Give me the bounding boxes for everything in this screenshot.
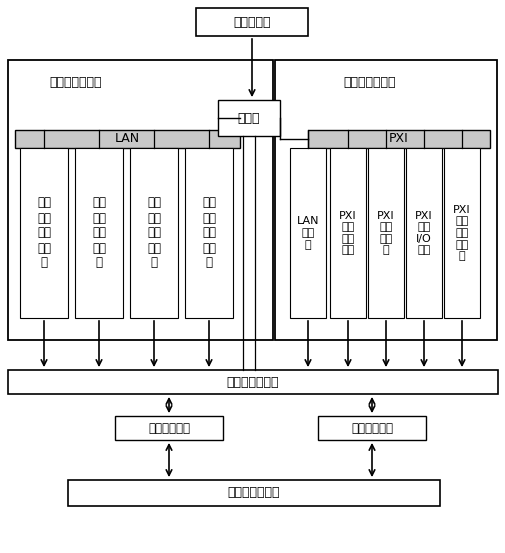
Text: LAN
示波
器: LAN 示波 器 [296,216,319,249]
Text: 故障注入接口: 故障注入接口 [147,421,189,435]
Bar [8,370,497,394]
Text: PXI
继电
器开
关模
块: PXI 继电 器开 关模 块 [452,205,470,261]
Bar [329,148,365,318]
Text: PXI
数字
多用
表: PXI 数字 多用 表 [376,211,394,255]
Text: 通用接口适配器: 通用接口适配器 [226,375,279,389]
Bar [405,148,441,318]
Bar [274,60,496,340]
Text: LAN: LAN [115,133,140,145]
Bar [15,130,239,148]
Bar [367,148,403,318]
Bar [218,100,279,136]
Bar [195,8,308,36]
Text: 并行
总线
故障
注入
器: 并行 总线 故障 注入 器 [201,196,216,269]
Bar [20,148,68,318]
Text: 状态监控分系统: 状态监控分系统 [343,76,395,88]
Text: PXI
数字
I/O
模块: PXI 数字 I/O 模块 [415,211,432,255]
Text: 故障注入分系统: 故障注入分系统 [49,76,102,88]
Text: 模拟
信号
故障
注入
器: 模拟 信号 故障 注入 器 [92,196,106,269]
Bar [68,480,439,506]
Bar [308,130,489,148]
Bar [443,148,479,318]
Bar [289,148,325,318]
Text: PXI: PXI [388,133,408,145]
Bar [185,148,232,318]
Text: 被测试电子设备: 被测试电子设备 [227,487,280,499]
Bar [130,148,178,318]
Text: 数字
信号
故障
注入
器: 数字 信号 故障 注入 器 [37,196,51,269]
Bar [8,60,273,340]
Text: 交换机: 交换机 [237,112,260,124]
Bar [317,416,425,440]
Text: 主控分系统: 主控分系统 [233,15,270,29]
Bar [115,416,223,440]
Text: 状态监控接口: 状态监控接口 [350,421,392,435]
Text: 串行
总线
故障
注入
器: 串行 总线 故障 注入 器 [147,196,161,269]
Text: PXI
嵌入
式控
制器: PXI 嵌入 式控 制器 [338,211,356,255]
Bar [75,148,123,318]
